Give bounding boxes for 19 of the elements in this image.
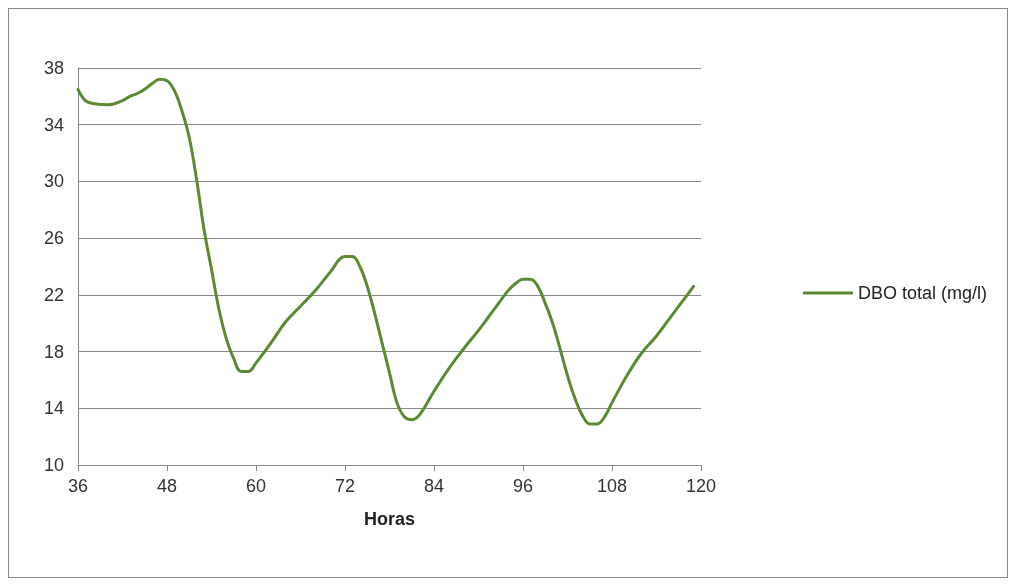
x-tick-label: 96: [512, 476, 534, 496]
x-tick-label: 72: [334, 476, 356, 496]
x-tick-label: 48: [156, 476, 178, 496]
x-tick-label: 108: [596, 476, 628, 496]
y-tick-label: 10: [43, 455, 64, 475]
y-tick-label: 26: [43, 228, 64, 249]
x-tick-label: 60: [245, 476, 267, 496]
y-tick-label: 18: [43, 341, 64, 362]
x-tick-label: 36: [67, 476, 89, 496]
y-tick-label: 34: [43, 114, 64, 135]
y-tick-label: 22: [43, 284, 64, 305]
legend-label: DBO total (mg/l): [857, 283, 988, 303]
x-axis-title: Horas: [363, 509, 416, 529]
line-series: [76, 77, 696, 426]
x-tick-label: 84: [423, 476, 445, 496]
y-tick-label: 14: [43, 398, 64, 419]
y-tick-label: 30: [43, 171, 64, 192]
y-tick-label: 38: [43, 58, 64, 78]
x-tick-label: 120: [685, 476, 717, 496]
